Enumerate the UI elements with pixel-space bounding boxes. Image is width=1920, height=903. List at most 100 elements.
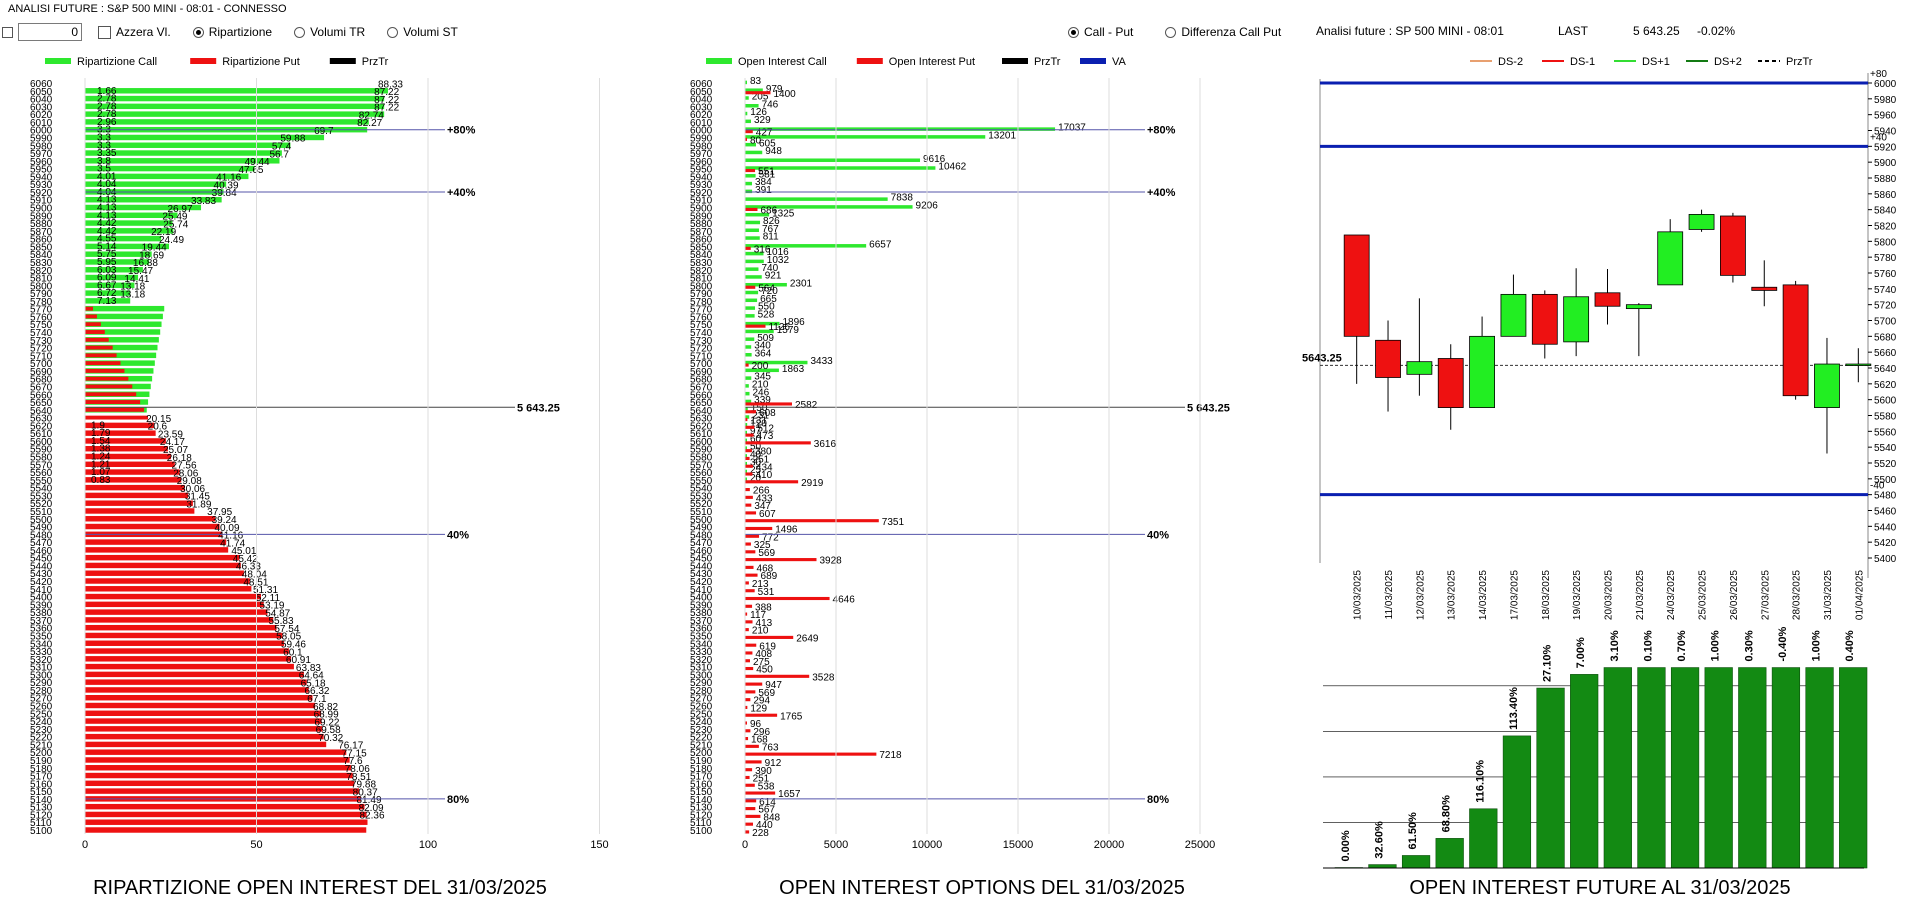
y-tick-label: 5540 bbox=[1874, 443, 1897, 454]
put-bar bbox=[745, 534, 760, 538]
oi-bar-label: 7.00% bbox=[1575, 637, 1587, 668]
call-bar bbox=[745, 166, 936, 170]
y-tick-label: 5980 bbox=[1874, 95, 1897, 106]
put-bar bbox=[85, 702, 316, 709]
y-tick-label: 5760 bbox=[1874, 269, 1897, 280]
volumi-tr-radio[interactable] bbox=[294, 26, 306, 38]
y-tick-label: 5860 bbox=[1874, 190, 1897, 201]
put-bar bbox=[745, 472, 753, 476]
call-value-label: 57.4 bbox=[272, 142, 292, 153]
price-label: 5560 bbox=[690, 468, 713, 479]
y-tick-label: 5680 bbox=[1874, 332, 1897, 343]
oi-bar-label: 113.40% bbox=[1508, 687, 1520, 730]
put-bar bbox=[745, 363, 749, 367]
call-value-label: 87.22 bbox=[374, 87, 399, 98]
value-field[interactable]: 0 bbox=[18, 23, 82, 41]
price-label: 5630 bbox=[30, 414, 53, 425]
azzera-checkbox[interactable] bbox=[98, 25, 111, 39]
put-bar bbox=[85, 445, 168, 452]
put-bar bbox=[85, 741, 327, 748]
price-label: 5700 bbox=[30, 359, 53, 370]
ripartizione-chart: Ripartizione Call Ripartizione Put PrzTr 60… bbox=[30, 56, 609, 899]
call-small-label: 6.09 bbox=[97, 273, 117, 284]
price-label: 5180 bbox=[690, 764, 713, 775]
call-value-label: 150 bbox=[751, 403, 768, 414]
oi-bar bbox=[1603, 667, 1632, 869]
price-label: 5550 bbox=[690, 476, 713, 487]
put-bar bbox=[85, 788, 359, 794]
put-bar bbox=[85, 368, 125, 373]
price-label: 5420 bbox=[30, 577, 53, 588]
put-value-label: 20.6 bbox=[148, 422, 168, 433]
put-value-label: 81.49 bbox=[357, 795, 382, 806]
price-label: 5110 bbox=[30, 818, 52, 829]
call-bar bbox=[85, 251, 152, 257]
put-bar bbox=[85, 376, 129, 381]
put-bar bbox=[85, 361, 121, 366]
price-label: 5310 bbox=[30, 663, 53, 674]
call-value-label: 665 bbox=[760, 294, 777, 305]
differenza-radio[interactable] bbox=[1165, 26, 1177, 38]
price-label: 5160 bbox=[690, 779, 713, 790]
price-label: 5330 bbox=[690, 647, 713, 658]
oi-bar bbox=[1738, 667, 1767, 869]
y-tick-label: 5960 bbox=[1874, 111, 1897, 122]
call-value-label: 720 bbox=[761, 286, 778, 297]
price-label: 5110 bbox=[690, 818, 712, 829]
price-label: 5250 bbox=[690, 709, 713, 720]
price-label: 5680 bbox=[690, 375, 713, 386]
call-value-label: 25 bbox=[750, 465, 762, 476]
price-label: 5320 bbox=[690, 655, 713, 666]
price-label: 5280 bbox=[30, 686, 53, 697]
call-put-radio[interactable] bbox=[1068, 26, 1079, 38]
price-label: 5970 bbox=[690, 149, 713, 160]
toolbar-checkbox[interactable] bbox=[2, 26, 13, 38]
put-bar bbox=[745, 519, 879, 523]
put-value-label: 316 bbox=[754, 244, 771, 255]
y-tick-label: 5740 bbox=[1874, 285, 1897, 296]
price-label: 6020 bbox=[30, 110, 53, 121]
price-label: 5730 bbox=[30, 336, 53, 347]
call-value-label: 56.7 bbox=[269, 149, 289, 160]
put-bar bbox=[745, 690, 756, 694]
y-tick-label: 5420 bbox=[1874, 538, 1897, 549]
put-bar bbox=[745, 130, 753, 134]
y-tick-label: 5560 bbox=[1874, 427, 1897, 438]
call-value-label: 979 bbox=[766, 84, 783, 95]
oi-bar bbox=[1839, 667, 1868, 869]
legend-label: PrzTr bbox=[1034, 56, 1061, 68]
put-bar bbox=[85, 570, 244, 576]
put-bar bbox=[85, 438, 166, 444]
candle-body bbox=[1531, 293, 1558, 345]
put-value-label: 80.37 bbox=[353, 787, 378, 798]
ripartizione-radio[interactable] bbox=[192, 26, 204, 38]
price-label: 5520 bbox=[30, 499, 53, 510]
call-value-label: 509 bbox=[757, 333, 774, 344]
put-value-label: 54.87 bbox=[265, 608, 290, 619]
future-analysis-label: Analisi future : SP 500 MINI - 08:01 bbox=[1316, 24, 1504, 38]
price-label: 5260 bbox=[690, 702, 713, 713]
call-value-label: 10462 bbox=[938, 162, 966, 173]
price-label: 5400 bbox=[690, 593, 713, 604]
y-tick-label: 5520 bbox=[1874, 459, 1897, 470]
call-bar bbox=[745, 430, 747, 435]
put-bar bbox=[745, 488, 750, 492]
price-label: 5340 bbox=[30, 639, 53, 650]
put-value-label: 41.74 bbox=[220, 538, 245, 549]
put-value-label: 947 bbox=[765, 680, 782, 691]
price-label: 5850 bbox=[30, 242, 53, 253]
put-value-label: 433 bbox=[756, 493, 773, 504]
volumi-st-radio[interactable] bbox=[387, 26, 399, 38]
price-label: 5640 bbox=[30, 406, 53, 417]
put-value-label: 848 bbox=[763, 812, 780, 823]
price-label: 5680 bbox=[30, 375, 53, 386]
put-bar bbox=[745, 542, 751, 546]
call-bar bbox=[85, 259, 150, 265]
put-value-label: 40.09 bbox=[215, 523, 240, 534]
legend-swatch bbox=[329, 58, 356, 64]
price-label: 5430 bbox=[30, 569, 53, 580]
oi-bar-label: 3.10% bbox=[1609, 630, 1621, 661]
y-tick-label: 5640 bbox=[1874, 364, 1897, 375]
oi-bar bbox=[1469, 808, 1498, 869]
call-small-label: 4.13 bbox=[97, 195, 117, 206]
